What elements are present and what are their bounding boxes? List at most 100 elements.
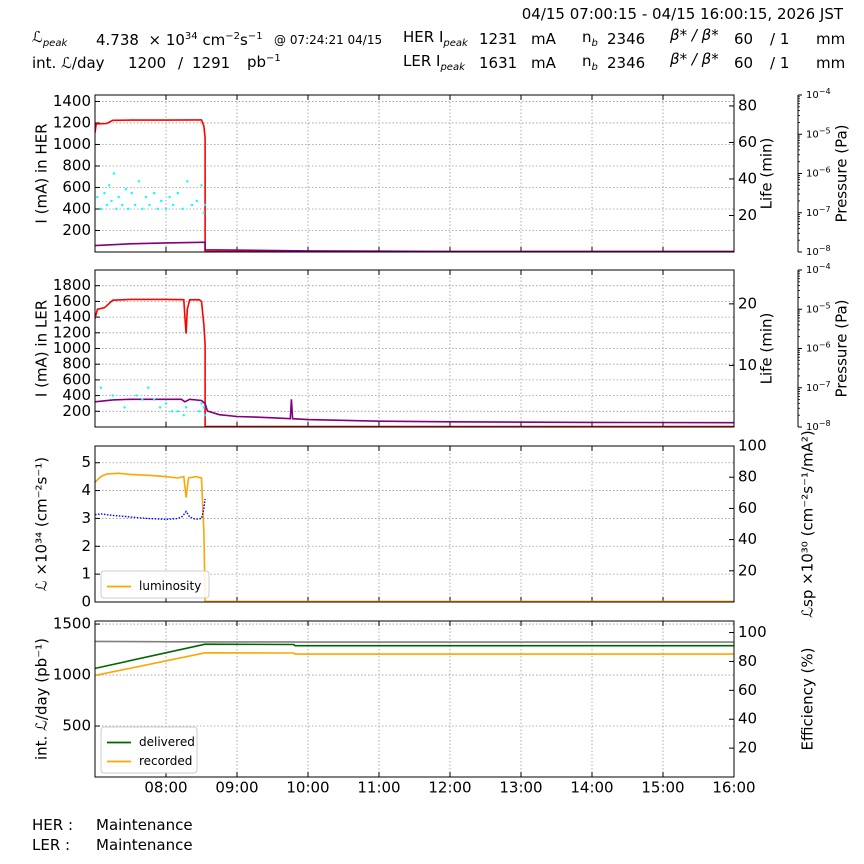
ler-beta-value2: / 1 [770,54,790,72]
ler-ytick-label: 600 [62,370,91,388]
ler-pressure-point [164,402,168,405]
luminosity-legend-label: luminosity [139,579,201,593]
her-ytick-label: 1400 [53,92,91,110]
lpeak-label: ℒpeak [32,28,68,49]
her-life-line [95,241,734,252]
ler-ytick-label: 1600 [53,292,91,310]
integrated-ytick-label: 1500 [53,615,91,633]
her-pressure-tick-label: 10−5 [806,126,831,141]
ler-beta-value: 60 [734,54,754,72]
her-pressure-point [168,195,171,199]
her-pressure-point [121,203,124,207]
her-pressure-point [144,195,148,199]
ler-pressure-point [135,394,138,397]
luminosity-legend [100,570,210,599]
integrated-y2tick-label: 60 [738,681,757,699]
ler-pressure-tick-label: 10−6 [806,340,831,355]
her-frame [94,94,735,253]
her-pressure-point [115,207,118,211]
her-ipeak-value: 1231 [479,30,518,48]
ler-ipeak-label: LER Ipeak [403,52,465,73]
her-pressure-point [156,207,159,211]
her-pressure-point [148,203,151,207]
integrated-ytick-label: 500 [62,717,91,735]
time-range: 04/15 07:00:15 - 04/15 16:00:15, 2026 JS… [521,5,843,23]
her-pressure-point [141,207,144,211]
her-y2tick-label: 20 [738,206,757,224]
integrated-xtick-label: 16:00 [712,779,755,797]
ler-pressure-point [111,394,114,397]
ler-beta-unit: mm [816,54,846,72]
her-pressure-tick-label: 10−4 [806,87,831,102]
integrated-xtick-label: 15:00 [641,779,684,797]
ler-ytick-label: 200 [62,402,91,420]
integrated-delivered-line [95,643,734,670]
ler-ytick-label: 1000 [53,339,91,357]
her-pressure-point [152,191,156,195]
integrated-recorded-line [95,651,734,677]
her-beta-label: β* / β* [670,26,719,44]
lpeak-time: @ 07:24:21 04/15 [274,33,383,47]
her-beta-value: 60 [734,30,754,48]
her-plot-area [95,119,734,252]
her-y2tick-label: 60 [738,133,757,151]
her-status-value: Maintenance [96,816,193,834]
ler-pressure-point [202,406,206,409]
luminosity-plot-area [95,472,734,602]
ler-ylabel: I (mA) in LER [33,300,51,397]
integrated-ylabel: int. ℒ/day (pb⁻¹) [33,638,51,760]
her-ytick-label: 200 [62,221,91,239]
luminosity-frame [94,445,735,603]
her-pressure-point [202,211,206,214]
her-pressure-point [186,180,189,183]
luminosity-ytick-label: 0 [81,593,91,611]
intl-value: 1200 [128,54,167,72]
her-pressure-point [130,191,133,195]
ler-pressure-point [170,410,174,413]
ler-pressure-point [176,410,180,413]
integrated-plot-area [95,640,734,677]
ler-nb-label: nb [582,52,598,73]
luminosity-luminosity-line [95,472,734,602]
ler-status-value: Maintenance [96,836,193,854]
luminosity-ytick-label: 2 [81,537,91,555]
ler-ytick-label: 1400 [53,308,91,326]
integrated-xtick-label: 12:00 [428,779,471,797]
intl-label: int. ℒ/day [32,54,105,72]
her-pressure-tick-label: 10−6 [806,165,831,180]
her-pressure-point [103,191,106,195]
ler-y2tick-label: 10 [738,356,757,374]
ler-pressure-point [203,414,207,417]
her-ylabel: I (mA) in HER [33,123,51,223]
her-pressure-point [110,199,113,203]
ler-frame [94,269,735,428]
ler-y2tick-label: 20 [738,294,757,312]
her-beta-value2: / 1 [770,30,790,48]
her-pressure-point [171,203,175,207]
her-ytick-label: 400 [62,199,91,217]
intl-unit: pb−1 [247,53,281,71]
integrated-xtick-label: 13:00 [499,779,542,797]
luminosity-ytick-label: 5 [81,453,91,471]
her-pressure-tick-label: 10−8 [806,244,831,259]
intl-sep: / [178,54,184,72]
her-ipeak-unit: mA [531,30,556,48]
her-pressure-point [117,195,120,199]
luminosity-y2tick-label: 60 [738,499,757,517]
her-nb-label: nb [582,28,598,49]
ler-ytick-label: 800 [62,355,91,373]
her-pressure-point [176,191,180,195]
luminosity-y2label: ℒsp ×10³⁰ (cm⁻²s⁻¹/mA²) [799,430,817,618]
her-beta-unit: mm [816,30,846,48]
ler-current-line [95,298,734,427]
her-pressure-point [200,184,203,187]
ler-pressure-point [152,398,156,401]
ler-pressure-point [141,398,144,401]
her-pressure-point [99,207,103,211]
her-pressure-point [160,199,163,203]
her-pressure-point [190,203,194,207]
integrated-y2tick-label: 100 [738,623,767,641]
ler-nb-value: 2346 [607,54,646,72]
her-pressure-point [181,207,184,211]
